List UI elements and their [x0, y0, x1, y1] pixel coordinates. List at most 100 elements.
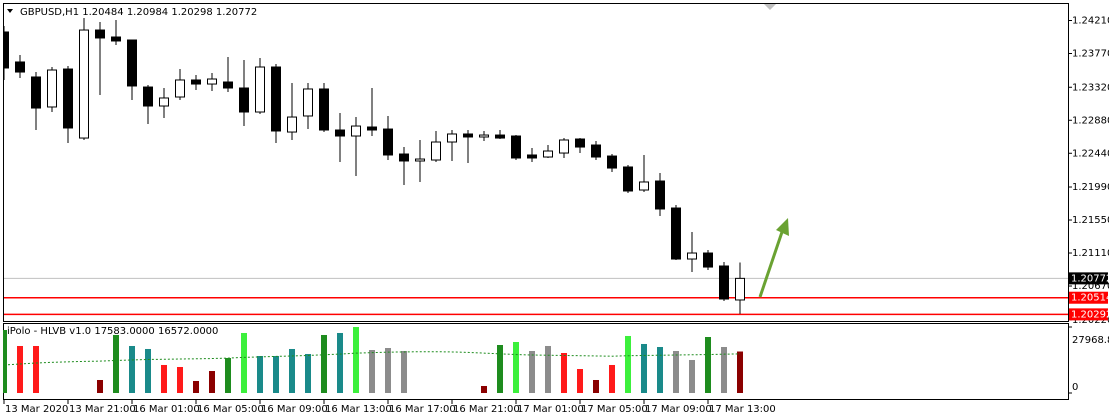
indicator-plot [3, 327, 743, 393]
candle-body [527, 154, 537, 159]
y-tick-label: 27968.85 [1072, 335, 1109, 346]
volume-bar [97, 379, 103, 393]
average-line [3, 351, 741, 366]
candle-body [111, 36, 121, 42]
candle-body [591, 144, 601, 158]
candle-body [79, 29, 89, 139]
candle-body [575, 138, 585, 148]
volume-bar [481, 385, 487, 393]
candle-body [175, 79, 185, 98]
volume-bar [33, 345, 39, 393]
indicator-value: 17583.0000 [94, 326, 154, 337]
collapse-icon[interactable] [7, 9, 13, 13]
volume-bar [3, 329, 7, 393]
candle-body [415, 158, 425, 162]
x-tick-label: 16 Mar 05:00 [197, 404, 264, 415]
volume-bar [657, 347, 663, 393]
y-tick-label: 1.22440 [1072, 148, 1109, 159]
volume-bar [385, 347, 391, 393]
candle-body [559, 139, 569, 154]
chart-header: GBPUSD,H1 1.20484 1.20984 1.20298 1.2077… [20, 7, 257, 18]
candle-body [15, 61, 25, 73]
price-box [1069, 272, 1108, 285]
high-price: 1.20984 [127, 7, 168, 18]
shift-marker[interactable] [764, 4, 776, 10]
candle-body [543, 150, 553, 158]
volume-bar [593, 379, 599, 393]
volume-bar [273, 355, 279, 393]
candle-body [319, 88, 329, 131]
candle-body [335, 129, 345, 137]
level-box [1069, 308, 1108, 321]
volume-bar [561, 353, 567, 393]
x-tick-label: 17 Mar 13:00 [709, 404, 776, 415]
volume-bar [689, 359, 695, 393]
volume-bar [129, 345, 135, 393]
candle-body [495, 134, 505, 139]
price-label: 1.20772 [1071, 273, 1109, 284]
x-tick-label: 16 Mar 09:00 [261, 404, 328, 415]
x-tick-label: 17 Mar 01:00 [517, 404, 584, 415]
x-tick-label: 13 Mar 2020 [5, 404, 68, 415]
annotation-arrow [758, 218, 789, 298]
candle-body [255, 66, 265, 113]
candle-body [367, 126, 377, 131]
axes: 1.24210 1.23770 1.23320 1.22880 1.22440 1.219… [3, 16, 1109, 415]
volume-bar [305, 353, 311, 393]
candle-body [463, 133, 473, 138]
symbol: GBPUSD,H1 [20, 7, 79, 18]
x-tick-label: 17 Mar 05:00 [581, 404, 648, 415]
volume-bar [737, 351, 743, 393]
indicator-header: iPolo - HLVB v1.0 17583.0000 16572.0000 [7, 326, 218, 337]
volume-bar [17, 345, 23, 393]
y-tick-label: 1.20670 [1072, 281, 1109, 292]
candle-body [655, 180, 665, 210]
low-price: 1.20298 [171, 7, 212, 18]
y-tick-label: 1.22880 [1072, 115, 1109, 126]
volume-bar [545, 345, 551, 393]
volume-bar [673, 350, 679, 393]
volume-bar [513, 342, 519, 393]
volume-bar [641, 343, 647, 393]
main-panel [3, 3, 1069, 322]
volume-bar [401, 350, 407, 393]
x-tick-label: 16 Mar 17:00 [389, 404, 456, 415]
y-tick-label: 1.21990 [1072, 182, 1109, 193]
x-tick-label: 17 Mar 09:00 [645, 404, 712, 415]
level-label: 1.20292 [1071, 309, 1109, 320]
volume-bar [145, 348, 151, 393]
candle-body [287, 116, 297, 133]
x-tick-label: 13 Mar 21:00 [69, 404, 136, 415]
candle-body [95, 29, 105, 39]
level-label: 1.20514 [1071, 293, 1109, 304]
main-plot [3, 18, 1068, 316]
volume-bar [193, 380, 199, 393]
candle-body [383, 128, 393, 156]
candle-body [159, 97, 169, 107]
candle-body [607, 155, 617, 169]
candle-body [127, 39, 137, 87]
candle-body [3, 31, 9, 69]
candle-body [447, 133, 457, 143]
x-tick-label: 16 Mar 21:00 [453, 404, 520, 415]
x-tick-label: 16 Mar 01:00 [133, 404, 200, 415]
candle-body [143, 86, 153, 107]
volume-bar [289, 348, 295, 393]
candle-body [639, 181, 649, 191]
candle-body [223, 81, 233, 89]
indicator-value: 16572.0000 [158, 326, 218, 337]
y-tick-label: 1.21110 [1072, 248, 1109, 259]
volume-bar [577, 369, 583, 393]
candle-body [735, 277, 745, 301]
candle-body [271, 66, 281, 132]
candle-body [399, 153, 409, 162]
volume-bar [625, 335, 631, 393]
candle-body [239, 87, 249, 113]
volume-bar [321, 334, 327, 393]
candle-body [303, 88, 313, 117]
candle-body [351, 125, 361, 137]
y-tick-label: 1.23320 [1072, 82, 1109, 93]
volume-bar [369, 350, 375, 393]
candle-body [431, 141, 441, 161]
candle-body [63, 68, 73, 129]
